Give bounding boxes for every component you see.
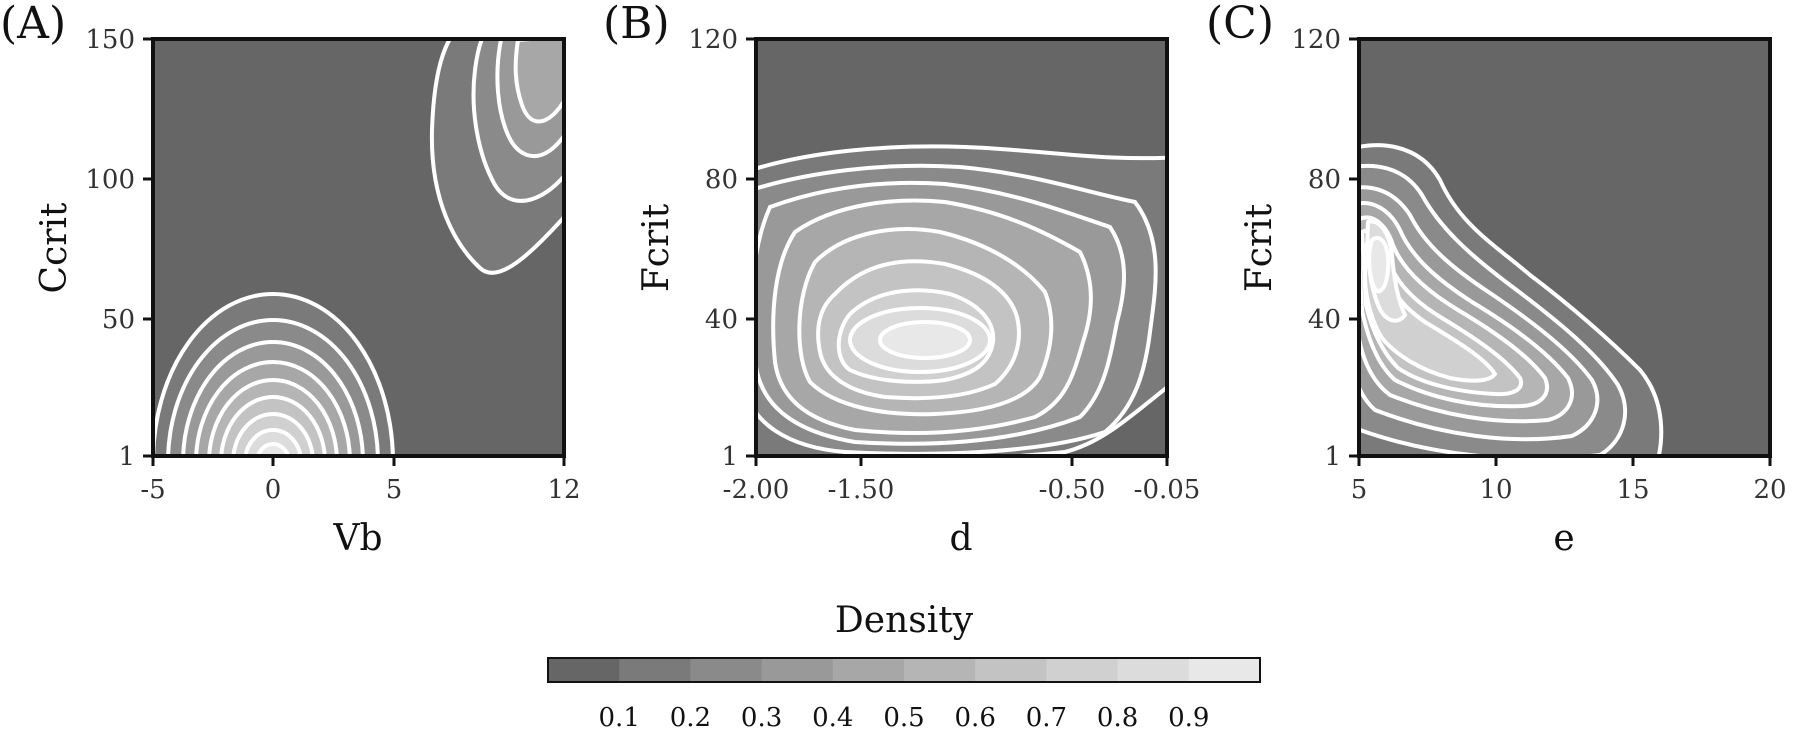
panel-b-ytick: 80 bbox=[705, 165, 738, 195]
panel-b: (B) -2.00 - bbox=[603, 0, 1200, 559]
colorbar-tick-label: 0.8 bbox=[1097, 703, 1138, 733]
panel-c-xtick: 15 bbox=[1616, 475, 1649, 505]
colorbar-bin bbox=[1188, 658, 1261, 682]
panel-a-ytick: 1 bbox=[118, 442, 135, 472]
panel-a-xtick: -5 bbox=[140, 475, 165, 505]
colorbar-bin bbox=[619, 658, 691, 682]
colorbar-bin bbox=[904, 658, 976, 682]
colorbar-tick-label: 0.5 bbox=[883, 703, 924, 733]
colorbar-tick-label: 0.3 bbox=[741, 703, 782, 733]
colorbar-frame bbox=[547, 657, 1261, 683]
panel-b-ytick: 120 bbox=[688, 25, 738, 55]
panel-b-xtick: -0.05 bbox=[1134, 475, 1201, 505]
panel-a-density bbox=[153, 39, 564, 456]
colorbar-bin bbox=[548, 658, 620, 682]
panel-b-density bbox=[756, 144, 1167, 456]
panel-b-level-9 bbox=[878, 320, 972, 360]
panel-a-ticks bbox=[143, 37, 566, 466]
panel-a-level-9b bbox=[255, 442, 291, 456]
panel-c-ytick: 1 bbox=[1324, 442, 1341, 472]
panel-b-xtick: -1.50 bbox=[828, 475, 895, 505]
panel-b-ytick: 1 bbox=[721, 442, 738, 472]
colorbar-ticks: 0.1 0.2 0.3 0.4 0.5 0.6 0.7 0.8 0.9 bbox=[599, 703, 1210, 733]
panel-b-xlabel: d bbox=[949, 518, 972, 559]
colorbar-tick-label: 0.7 bbox=[1026, 703, 1067, 733]
colorbar-bin bbox=[1117, 658, 1190, 682]
colorbar-tick-label: 0.4 bbox=[812, 703, 853, 733]
colorbar-bin bbox=[975, 658, 1047, 682]
panel-c-ylabel: Fcrit bbox=[1239, 203, 1280, 292]
panel-a-xtick: 5 bbox=[386, 475, 403, 505]
panel-c: (C) 5 10 15 20 1 40 80 bbox=[1206, 0, 1787, 559]
colorbar-tick-label: 0.2 bbox=[670, 703, 711, 733]
panel-a-ytick: 50 bbox=[102, 305, 135, 335]
colorbar-bin bbox=[761, 658, 834, 682]
panel-c-ytick: 120 bbox=[1291, 25, 1341, 55]
panel-c-level-9 bbox=[1367, 236, 1391, 294]
panel-c-xlabel: e bbox=[1553, 518, 1574, 559]
panel-a-level-4 bbox=[513, 39, 564, 124]
panel-b-ticks bbox=[746, 37, 1169, 466]
panel-b-label: (B) bbox=[603, 0, 670, 49]
panel-c-ticks bbox=[1349, 37, 1772, 466]
panel-a-xlabel: Vb bbox=[332, 518, 382, 559]
panel-c-ytick: 40 bbox=[1308, 305, 1341, 335]
colorbar-bin bbox=[1046, 658, 1119, 682]
panel-c-frame bbox=[1357, 37, 1772, 458]
colorbar-bin bbox=[690, 658, 763, 682]
panel-b-xtick: -2.00 bbox=[723, 475, 790, 505]
colorbar-bin bbox=[832, 658, 905, 682]
panel-a-xtick: 0 bbox=[265, 475, 282, 505]
panel-a-ylabel: Ccrit bbox=[34, 202, 75, 293]
panel-c-density bbox=[1359, 143, 1664, 456]
panel-c-xtick: 5 bbox=[1351, 475, 1368, 505]
panel-a: (A) bbox=[0, 0, 581, 559]
panel-a-label: (A) bbox=[0, 0, 66, 49]
panel-a-ytick: 100 bbox=[85, 165, 135, 195]
colorbar-tick-label: 0.9 bbox=[1168, 703, 1209, 733]
colorbar-title: Density bbox=[835, 600, 974, 641]
colorbar-bins bbox=[548, 658, 1261, 682]
panel-b-ylabel: Fcrit bbox=[636, 203, 677, 292]
panel-c-xtick: 20 bbox=[1753, 475, 1786, 505]
panel-b-ytick: 40 bbox=[705, 305, 738, 335]
panel-b-xtick: -0.50 bbox=[1039, 475, 1106, 505]
colorbar-tick-label: 0.6 bbox=[955, 703, 996, 733]
colorbar: Density 0.1 0.2 0.3 0.4 0.5 0.6 0.7 0.8 0.9 bbox=[547, 600, 1261, 733]
colorbar-tick-label: 0.1 bbox=[599, 703, 640, 733]
panel-a-ytick: 150 bbox=[85, 25, 135, 55]
panel-a-frame bbox=[151, 37, 566, 458]
panel-c-ytick: 80 bbox=[1308, 165, 1341, 195]
panel-b-frame bbox=[754, 37, 1169, 458]
panel-c-label: (C) bbox=[1206, 0, 1274, 49]
panel-c-xtick: 10 bbox=[1479, 475, 1512, 505]
panel-a-xtick: 12 bbox=[547, 475, 580, 505]
